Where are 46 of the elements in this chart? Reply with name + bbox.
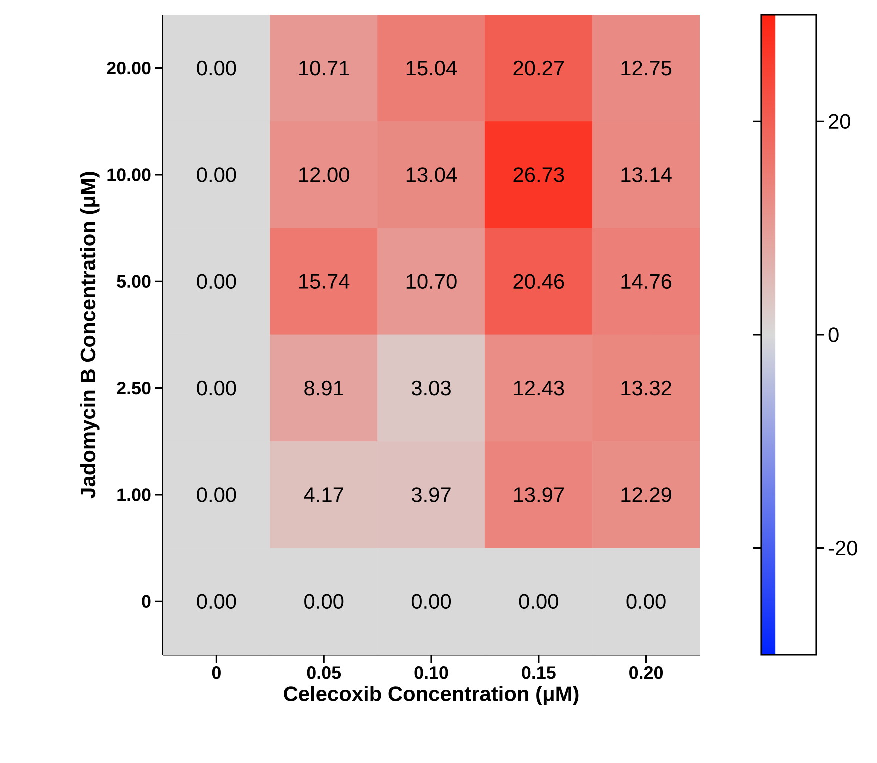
data-label: 20.46 [514, 274, 564, 290]
data-label: 14.76 [622, 274, 672, 290]
y-tick-label: 0 [142, 595, 151, 608]
color-bar-label: -20 [828, 540, 858, 556]
data-label: 0.00 [197, 380, 236, 396]
y-tick-label: 20.00 [107, 62, 151, 75]
data-label: 13.04 [406, 168, 458, 182]
data-label: 12.43 [514, 380, 564, 396]
data-label: 0.00 [197, 274, 236, 290]
data-label: 0.00 [304, 594, 344, 610]
x-tick-label: 0 [212, 666, 221, 680]
data-label: 0.00 [519, 594, 558, 610]
x-tick-label: 0.10 [414, 666, 448, 680]
data-label: 15.04 [406, 60, 458, 76]
data-label: 0.00 [412, 594, 452, 610]
data-label: 10.70 [406, 274, 457, 290]
color-bar-label: 0 [828, 328, 839, 342]
data-label: 3.03 [412, 380, 451, 396]
data-label: 0.00 [197, 168, 236, 182]
x-tick-label: 0.20 [630, 666, 664, 680]
color-bar-label: 20 [829, 114, 850, 130]
data-label: 12.29 [622, 488, 672, 502]
data-label: 0.00 [197, 60, 236, 76]
data-label: 10.71 [300, 60, 350, 76]
y-tick-label: 10.00 [108, 168, 151, 182]
x-axis-title: Celecoxib Concentration (μM) [284, 686, 579, 706]
data-label: 0.00 [197, 594, 236, 610]
data-label: 0.00 [626, 594, 666, 610]
y-tick-label: 2.50 [117, 382, 151, 395]
x-tick-label: 0.15 [522, 666, 556, 680]
data-label: 12.00 [300, 168, 350, 182]
data-label: 26.73 [514, 168, 564, 182]
y-tick-label: 1.00 [118, 488, 151, 502]
data-label: 3.97 [412, 488, 451, 502]
y-axis-title: Jadomycin B Concentration (μM) [80, 172, 100, 499]
data-label: 13.97 [514, 488, 564, 502]
data-label: 12.75 [622, 60, 672, 76]
data-label: 20.27 [514, 60, 564, 76]
x-tick-label: 0.05 [307, 666, 342, 680]
data-label: 13.32 [622, 380, 672, 396]
y-tick-label: 5.00 [117, 275, 151, 288]
data-label: 0.00 [197, 488, 236, 502]
data-label: 13.14 [622, 168, 672, 182]
data-label: 15.74 [300, 274, 350, 289]
data-label: 4.17 [304, 488, 344, 502]
data-label: 8.91 [304, 380, 344, 396]
